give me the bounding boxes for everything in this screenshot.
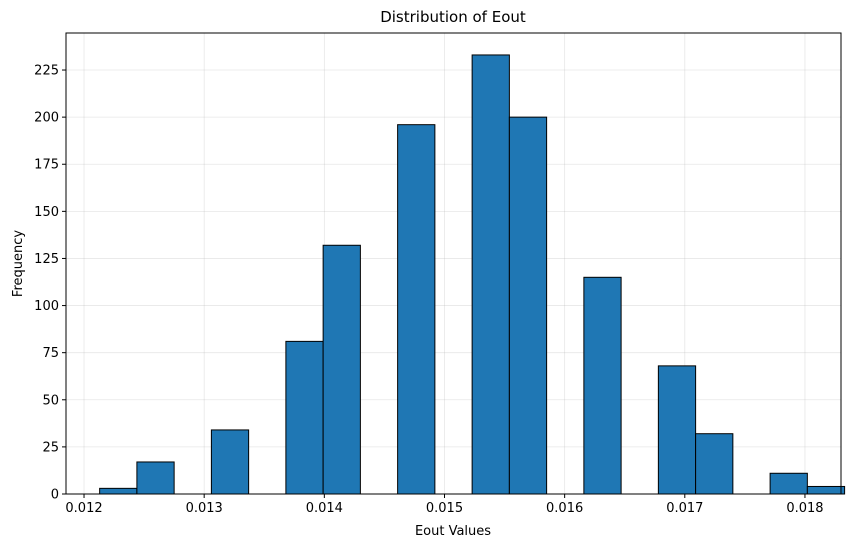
y-tick-label: 150 xyxy=(34,205,59,220)
histogram-bar xyxy=(322,244,361,495)
grid-lines xyxy=(66,33,841,495)
x-tick-label: 0.012 xyxy=(65,501,102,516)
histogram-bars xyxy=(99,54,846,495)
y-tick-label: 175 xyxy=(34,158,59,173)
histogram-bar xyxy=(471,54,510,495)
y-tick-label: 50 xyxy=(42,393,59,408)
histogram-bar xyxy=(769,472,808,495)
x-tick-label: 0.016 xyxy=(546,501,583,516)
histogram-bar xyxy=(806,485,846,495)
x-tick-label: 0.015 xyxy=(426,501,463,516)
x-axis-label: Eout Values xyxy=(415,524,491,539)
histogram-bar xyxy=(695,433,734,495)
y-tick-label: 0 xyxy=(51,488,59,503)
y-axis: 0 25 50 75 100 125 150 175 200 225 xyxy=(34,64,66,503)
x-tick-label: 0.017 xyxy=(666,501,703,516)
y-tick-label: 25 xyxy=(42,440,59,455)
y-tick-label: 75 xyxy=(42,346,59,361)
histogram-bar xyxy=(99,487,138,495)
histogram-bar xyxy=(508,116,548,495)
y-tick-label: 225 xyxy=(34,64,59,79)
y-axis-label: Frequency xyxy=(11,230,26,297)
histogram-bar xyxy=(583,276,622,495)
x-tick-label: 0.014 xyxy=(306,501,343,516)
histogram-bar xyxy=(136,461,175,495)
plot-frame xyxy=(65,32,842,495)
x-tick-label: 0.018 xyxy=(786,501,823,516)
histogram-bar xyxy=(397,124,436,495)
y-tick-label: 100 xyxy=(34,299,59,314)
histogram-bar xyxy=(285,340,324,495)
y-tick-label: 200 xyxy=(34,111,59,126)
x-tick-label: 0.013 xyxy=(186,501,223,516)
x-axis: 0.012 0.013 0.014 0.015 0.016 0.017 0.018 xyxy=(65,494,824,516)
histogram-bar xyxy=(657,365,697,495)
histogram-bar xyxy=(210,429,250,495)
chart-title: Distribution of Eout xyxy=(380,8,526,26)
y-tick-label: 125 xyxy=(34,252,59,267)
